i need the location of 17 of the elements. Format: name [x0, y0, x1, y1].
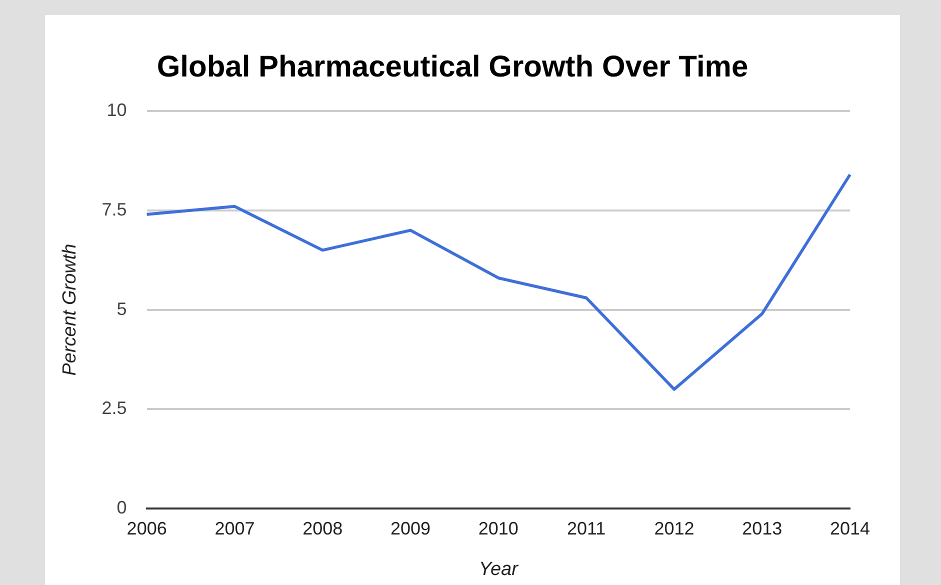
chart-title: Global Pharmaceutical Growth Over Time [156, 50, 748, 84]
x-tick-label: 2013 [742, 518, 782, 538]
x-tick-label: 2008 [302, 518, 343, 538]
y-tick-label: 0 [116, 498, 127, 518]
x-tick-label: 2006 [126, 518, 167, 538]
x-tick-label: 2010 [478, 518, 518, 538]
x-tick-label: 2007 [214, 518, 255, 538]
x-tick-label: 2009 [390, 518, 431, 538]
y-axis-title: Percent Growth [60, 244, 81, 376]
x-tick-label: 2012 [654, 518, 694, 538]
x-tick-label: 2011 [566, 518, 606, 538]
y-tick-label: 5 [116, 298, 127, 319]
y-tick-label: 2.5 [102, 398, 127, 418]
x-tick-label: 2014 [830, 518, 870, 538]
x-axis-title: Year [478, 558, 519, 580]
y-tick-label: 7.5 [102, 199, 127, 220]
y-tick-label: 10 [106, 100, 127, 120]
